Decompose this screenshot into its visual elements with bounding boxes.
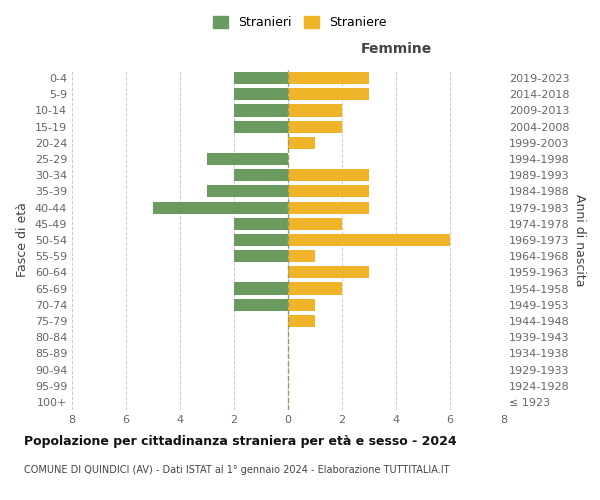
Bar [288, 137, 315, 149]
Bar [234, 234, 288, 246]
Bar [288, 186, 369, 198]
Y-axis label: Anni di nascita: Anni di nascita [573, 194, 586, 286]
Bar [288, 120, 342, 132]
Bar [288, 72, 369, 84]
Bar [288, 218, 342, 230]
Bar [288, 169, 369, 181]
Bar [234, 250, 288, 262]
Bar [153, 202, 288, 213]
Legend: Stranieri, Straniere: Stranieri, Straniere [208, 11, 392, 34]
Text: Popolazione per cittadinanza straniera per età e sesso - 2024: Popolazione per cittadinanza straniera p… [24, 435, 457, 448]
Bar [288, 104, 342, 117]
Bar [234, 120, 288, 132]
Bar [234, 282, 288, 294]
Bar [234, 88, 288, 101]
Text: COMUNE DI QUINDICI (AV) - Dati ISTAT al 1° gennaio 2024 - Elaborazione TUTTITALI: COMUNE DI QUINDICI (AV) - Dati ISTAT al … [24, 465, 449, 475]
Bar [234, 169, 288, 181]
Bar [234, 218, 288, 230]
Bar [288, 88, 369, 101]
Y-axis label: Fasce di età: Fasce di età [16, 202, 29, 278]
Bar [288, 282, 342, 294]
Bar [288, 266, 369, 278]
Bar [234, 298, 288, 311]
Bar [288, 298, 315, 311]
Bar [234, 104, 288, 117]
Bar [288, 202, 369, 213]
Bar [207, 186, 288, 198]
Text: Femmine: Femmine [361, 42, 431, 56]
Bar [288, 250, 315, 262]
Bar [207, 153, 288, 165]
Bar [234, 72, 288, 84]
Bar [288, 234, 450, 246]
Bar [288, 315, 315, 327]
